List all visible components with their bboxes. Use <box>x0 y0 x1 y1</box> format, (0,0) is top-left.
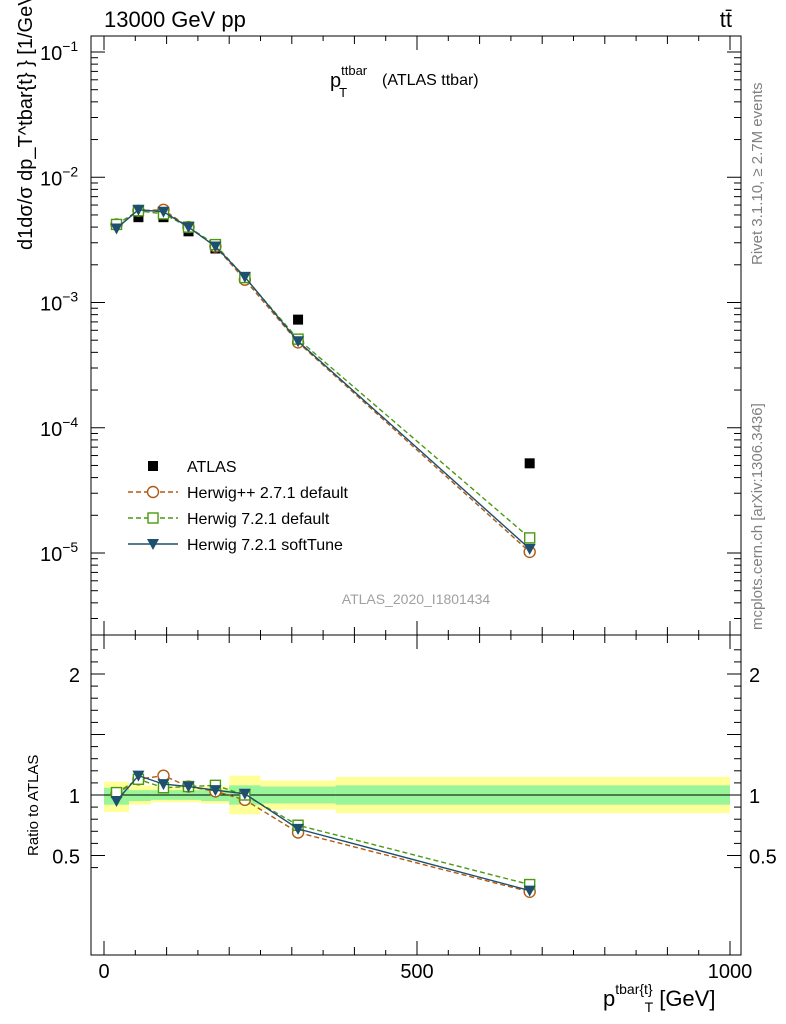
x-tick-label: 1000 <box>708 961 753 983</box>
lower-y-tick-label-right: 1 <box>749 786 760 808</box>
title-p: p <box>330 70 341 92</box>
legend-item-herwig-7-2-1-softtune: Herwig 7.2.1 softTune <box>128 537 343 554</box>
mcplots-label: mcplots.cern.ch [arXiv:1306.3436] <box>749 403 766 630</box>
legend-item-herwig-7-2-1-default: Herwig 7.2.1 default <box>128 511 330 528</box>
legend: ATLAS Herwig++ 2.7.1 default Herwig 7.2.1 … <box>128 459 349 554</box>
lower-y-tick-label-right: 0.5 <box>749 847 777 869</box>
data-point-herwig-7-2-1-softtune <box>110 223 123 235</box>
data-point-atlas <box>133 212 144 223</box>
upper-y-tick-label: 10−5 <box>40 539 78 566</box>
legend-marker <box>147 512 159 524</box>
rivet-version-label: Rivet 3.1.10, ≥ 2.7M events <box>749 83 766 266</box>
x-axis-label: ptbar{t} T [GeV] <box>603 981 715 1015</box>
legend-label: Herwig 7.2.1 default <box>187 511 330 528</box>
ratio-line-herwig-7-2-1-default <box>116 778 530 886</box>
upper-y-tick-label: 10−2 <box>40 163 78 190</box>
analysis-tag: ATLAS_2020_I1801434 <box>342 591 491 607</box>
x-tick-label: 0 <box>98 961 109 983</box>
data-point-herwig-7-2-1-softtune <box>209 241 222 253</box>
ratio-point-herwig-7-2-1-softtune <box>182 781 195 793</box>
data-point-herwig-7-2-1-softtune <box>523 543 536 555</box>
legend-marker <box>146 485 160 499</box>
data-point-herwig-7-2-1-softtune <box>132 204 145 216</box>
data-point-herwig-7-2-1-softtune <box>157 206 170 218</box>
data-point-herwig-7-2-1-default <box>523 532 536 544</box>
ratio-point-herwig-7-2-1-softtune <box>523 885 536 897</box>
legend-marker <box>147 539 159 550</box>
upper-y-tick-label: 10−1 <box>40 38 78 65</box>
title-sup: ttbar <box>341 63 368 78</box>
lower-y-tick-labels: 2 2 1 1 0.5 0.5 <box>52 665 777 869</box>
series-line-herwig-7-2-1-softtune <box>116 209 531 550</box>
lower-series-group <box>110 769 536 898</box>
lower-y-tick-label-left: 1 <box>69 786 80 808</box>
xlabel-unit: [GeV] <box>659 986 715 1011</box>
lower-y-tick-label-right: 2 <box>749 665 760 687</box>
legend-marker <box>148 461 158 471</box>
legend-item-herwig-2-7-1-default: Herwig++ 2.7.1 default <box>128 485 349 502</box>
upper-series-group <box>110 203 536 559</box>
ratio-point-herwig-7-2-1-softtune <box>157 779 170 791</box>
plot-title-rest: (ATLAS ttbar) <box>382 72 479 89</box>
data-point-herwig-7-2-1-softtune <box>182 222 195 234</box>
xlabel-rest: } <box>648 981 653 997</box>
upper-y-axis-label: d1dσ/σ dp_T^tbar{t} } [1/GeV] <box>15 0 37 250</box>
legend-label: ATLAS <box>187 459 237 476</box>
upper-y-tick-label: 10−3 <box>40 289 78 316</box>
xlabel-sub: T <box>645 999 654 1015</box>
band-inner-1 <box>129 790 151 802</box>
ratio-point-herwig-7-2-1-softtune <box>209 785 222 797</box>
lower-y-axis-label: Ratio to ATLAS <box>25 755 42 856</box>
xlabel-sup: tbar{t <box>615 981 648 997</box>
lower-y-tick-label-left: 2 <box>69 665 80 687</box>
title-sub: T <box>339 85 347 100</box>
ratio-point-herwig-7-2-1-softtune <box>292 823 305 835</box>
data-point-herwig-7-2-1-softtune <box>292 336 305 348</box>
xlabel-p: p <box>603 986 615 1011</box>
legend-label: Herwig 7.2.1 softTune <box>187 537 343 554</box>
upper-y-tick-label: 10−4 <box>40 414 78 441</box>
ratio-point-herwig-7-2-1-softtune <box>132 770 145 782</box>
legend-label: Herwig++ 2.7.1 default <box>187 485 349 502</box>
data-point-herwig-7-2-1-softtune <box>238 271 251 283</box>
ratio-line-herwig-7-2-1-softtune <box>115 774 530 892</box>
data-point-atlas <box>293 314 304 325</box>
x-tick-labels: 0 500 1000 <box>98 961 752 983</box>
header-left: 13000 GeV pp <box>104 7 246 32</box>
legend-item-atlas: ATLAS <box>148 459 237 476</box>
lower-y-tick-label-left: 0.5 <box>52 847 80 869</box>
ratio-point-herwig-7-2-1-softtune <box>110 796 123 808</box>
x-tick-label: 500 <box>400 961 433 983</box>
axis-ticks <box>91 36 741 955</box>
header-right: tt̄ <box>720 7 732 32</box>
upper-y-tick-labels: 10−1 10−2 10−3 10−4 10−5 <box>40 38 78 566</box>
plot-title: pttbar T <box>330 63 368 100</box>
data-point-atlas <box>524 458 535 469</box>
ratio-point-herwig-7-2-1-softtune <box>238 788 251 800</box>
